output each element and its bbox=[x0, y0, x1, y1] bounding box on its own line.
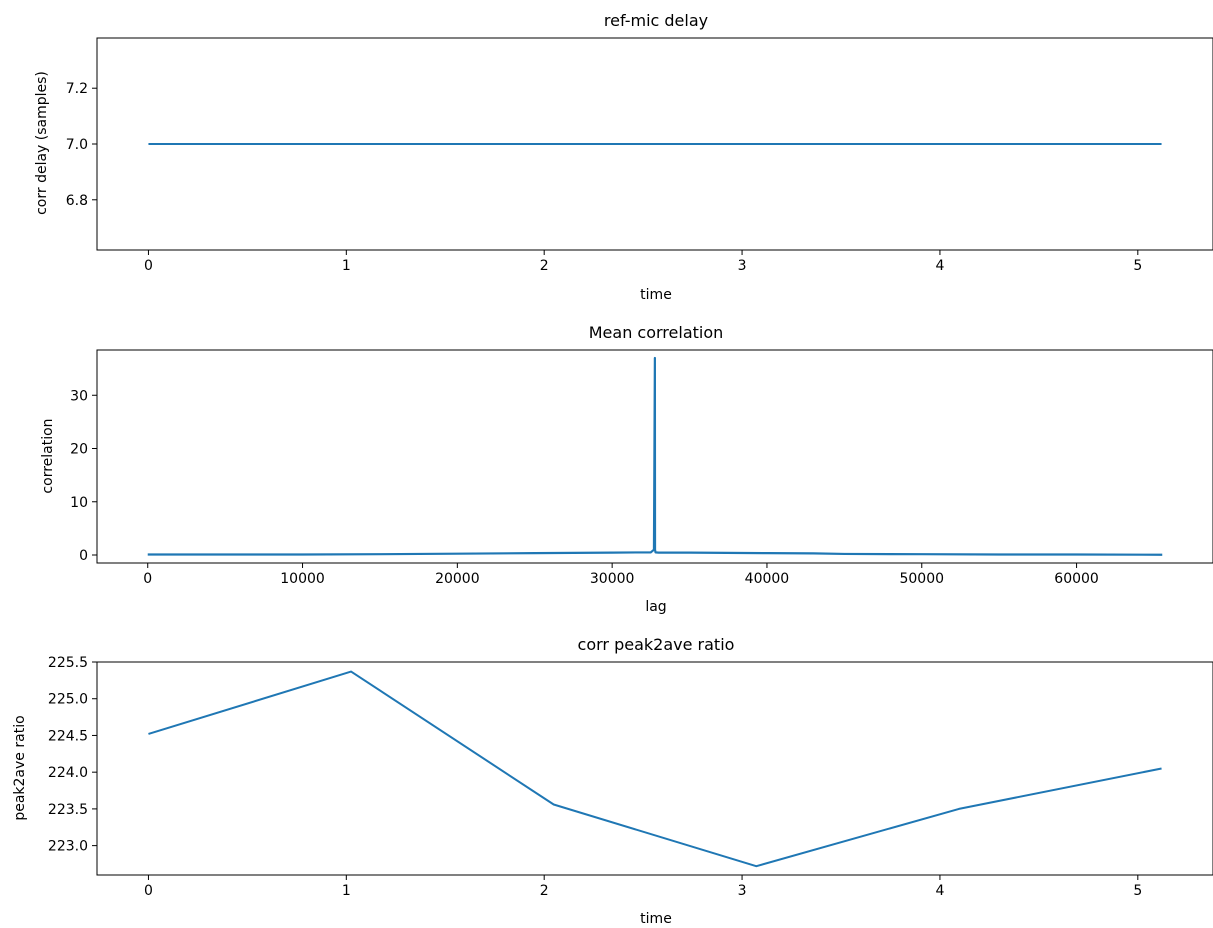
correlation-chart-y-tick-label: 20 bbox=[70, 442, 88, 458]
delay-chart-y-axis-label: corr delay (samples) bbox=[34, 71, 50, 215]
correlation-chart: Mean correlation lag correlation 0 10000 2… bbox=[40, 323, 1213, 615]
delay-chart-x-axis-label: time bbox=[640, 287, 672, 303]
peak2ave-chart-x-axis-label: time bbox=[640, 911, 672, 927]
peak2ave-chart-x-tick-label: 0 bbox=[144, 883, 153, 899]
peak2ave-chart-plot-area: 0 1 2 3 4 5 223.0 223.5 224.0 224.5 225.0 225.5 bbox=[48, 655, 1213, 899]
correlation-chart-x-tick-label: 20000 bbox=[435, 571, 480, 587]
correlation-chart-y-tick-label: 30 bbox=[70, 388, 88, 404]
peak2ave-chart-y-tick-label: 225.5 bbox=[48, 655, 88, 671]
correlation-chart-x-tick-label: 10000 bbox=[280, 571, 325, 587]
peak2ave-chart-x-tick-label: 3 bbox=[738, 883, 747, 899]
peak2ave-chart-title: corr peak2ave ratio bbox=[578, 635, 735, 654]
delay-chart-x-tick-label: 3 bbox=[738, 258, 747, 274]
peak2ave-chart-x-tick-label: 2 bbox=[540, 883, 549, 899]
delay-chart: ref-mic delay time corr delay (samples) … bbox=[34, 11, 1213, 303]
peak2ave-chart-x-tick-label: 4 bbox=[935, 883, 944, 899]
peak2ave-chart-series-line-0 bbox=[148, 670, 1162, 868]
delay-chart-y-tick-label: 7.0 bbox=[66, 137, 88, 153]
peak2ave-chart-y-tick-label: 223.0 bbox=[48, 839, 88, 855]
delay-chart-x-tick-label: 0 bbox=[144, 258, 153, 274]
correlation-chart-y-axis-label: correlation bbox=[40, 418, 56, 493]
delay-chart-x-tick-label: 4 bbox=[935, 258, 944, 274]
peak2ave-chart: corr peak2ave ratio time peak2ave ratio … bbox=[12, 635, 1213, 927]
peak2ave-chart-y-tick-label: 223.5 bbox=[48, 802, 88, 818]
correlation-chart-x-tick-label: 0 bbox=[143, 571, 152, 587]
delay-chart-y-tick-label: 6.8 bbox=[66, 193, 88, 209]
correlation-chart-x-tick-label: 30000 bbox=[590, 571, 635, 587]
peak2ave-chart-x-tick-label: 1 bbox=[342, 883, 351, 899]
peak2ave-chart-y-tick-label: 224.5 bbox=[48, 728, 88, 744]
peak2ave-chart-y-axis-label: peak2ave ratio bbox=[12, 715, 28, 820]
correlation-chart-x-tick-label: 60000 bbox=[1054, 571, 1099, 587]
correlation-chart-y-tick-label: 0 bbox=[79, 548, 88, 564]
delay-chart-y-tick-label: 7.2 bbox=[66, 81, 88, 97]
delay-chart-x-tick-label: 5 bbox=[1133, 258, 1142, 274]
correlation-chart-title: Mean correlation bbox=[589, 323, 724, 342]
correlation-chart-x-tick-label: 50000 bbox=[899, 571, 944, 587]
peak2ave-chart-y-tick-label: 224.0 bbox=[48, 765, 88, 781]
peak2ave-chart-y-tick-label: 225.0 bbox=[48, 692, 88, 708]
peak2ave-chart-axes-frame bbox=[96, 661, 1213, 876]
correlation-chart-y-tick-label: 10 bbox=[70, 495, 88, 511]
correlation-chart-x-tick-label: 40000 bbox=[745, 571, 790, 587]
delay-chart-title: ref-mic delay bbox=[604, 11, 708, 30]
delay-chart-x-tick-label: 2 bbox=[540, 258, 549, 274]
correlation-chart-plot-area: 0 10000 20000 30000 40000 50000 60000 0 10 20 30 bbox=[70, 349, 1213, 587]
correlation-chart-series-line-0 bbox=[147, 356, 1163, 556]
correlation-chart-x-axis-label: lag bbox=[645, 599, 666, 615]
correlation-chart-axes-frame bbox=[96, 349, 1213, 564]
delay-chart-x-tick-label: 1 bbox=[342, 258, 351, 274]
peak2ave-chart-x-tick-label: 5 bbox=[1133, 883, 1142, 899]
delay-chart-plot-area: 0 1 2 3 4 5 6.8 7.0 7.2 bbox=[66, 37, 1213, 274]
